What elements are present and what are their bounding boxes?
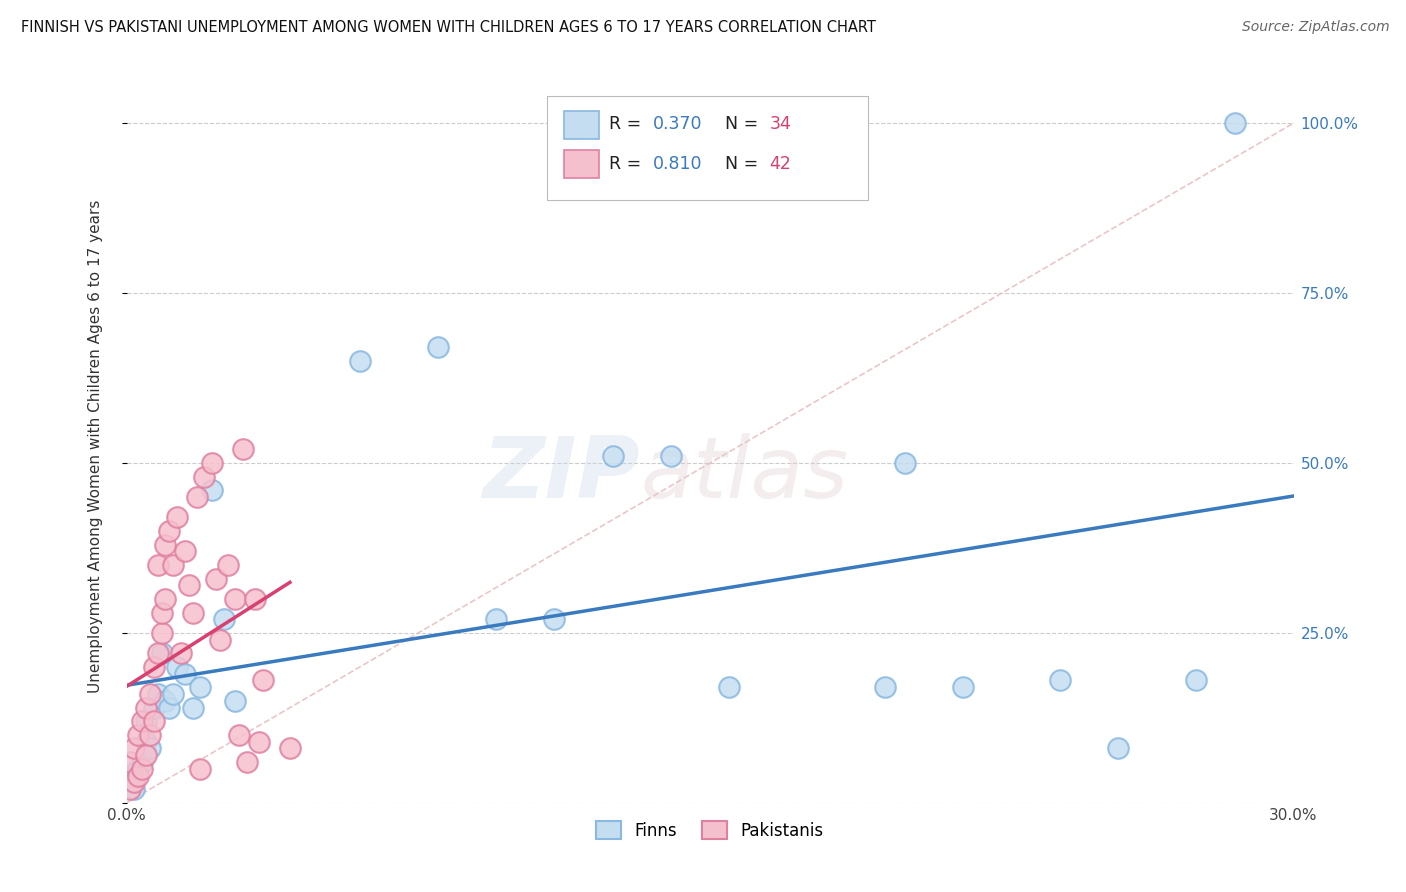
Point <box>150 606 173 620</box>
Point <box>142 660 165 674</box>
Point <box>212 612 235 626</box>
Point <box>155 537 177 551</box>
Text: atlas: atlas <box>640 433 848 516</box>
Point <box>602 449 624 463</box>
Point <box>543 612 565 626</box>
Point <box>124 782 146 797</box>
Text: R =: R = <box>609 155 647 173</box>
Point <box>193 469 215 483</box>
Point <box>232 442 254 457</box>
Point <box>190 762 212 776</box>
Point <box>485 612 508 626</box>
Point <box>166 510 188 524</box>
Point <box>146 687 169 701</box>
Point <box>224 591 246 606</box>
Point <box>875 680 897 694</box>
Point <box>124 775 146 789</box>
Y-axis label: Unemployment Among Women with Children Ages 6 to 17 years: Unemployment Among Women with Children A… <box>89 199 103 693</box>
Point <box>142 714 165 729</box>
Point <box>252 673 274 688</box>
Point <box>135 734 157 748</box>
Point <box>139 741 162 756</box>
Point <box>142 700 165 714</box>
Point <box>278 741 301 756</box>
Text: FINNISH VS PAKISTANI UNEMPLOYMENT AMONG WOMEN WITH CHILDREN AGES 6 TO 17 YEARS C: FINNISH VS PAKISTANI UNEMPLOYMENT AMONG … <box>21 20 876 35</box>
Legend: Finns, Pakistanis: Finns, Pakistanis <box>588 814 832 848</box>
Point <box>236 755 259 769</box>
Point <box>1185 673 1208 688</box>
Point <box>718 680 741 694</box>
Point <box>208 632 231 647</box>
Point <box>120 782 142 797</box>
Point <box>155 591 177 606</box>
Point <box>127 762 149 776</box>
Point <box>181 700 204 714</box>
Point <box>243 591 266 606</box>
Text: 0.370: 0.370 <box>652 115 703 133</box>
Text: 0.810: 0.810 <box>652 155 703 173</box>
Text: N =: N = <box>725 155 763 173</box>
Point <box>150 646 173 660</box>
Point <box>893 456 915 470</box>
Point <box>659 449 682 463</box>
FancyBboxPatch shape <box>564 150 599 178</box>
Point <box>135 700 157 714</box>
Point <box>201 483 224 498</box>
Point <box>1223 116 1246 130</box>
Point <box>124 741 146 756</box>
Point <box>174 544 197 558</box>
Point <box>139 687 162 701</box>
Point <box>952 680 974 694</box>
Point <box>131 755 153 769</box>
Point <box>120 769 142 783</box>
Point <box>135 714 157 729</box>
Point <box>146 646 169 660</box>
Point <box>181 606 204 620</box>
Point <box>135 748 157 763</box>
Point <box>155 694 177 708</box>
Point <box>127 728 149 742</box>
Text: 34: 34 <box>769 115 792 133</box>
Point <box>205 572 228 586</box>
Point <box>217 558 239 572</box>
Text: N =: N = <box>725 115 763 133</box>
Text: R =: R = <box>609 115 647 133</box>
Point <box>177 578 200 592</box>
Point <box>224 694 246 708</box>
Point <box>349 354 371 368</box>
Point <box>162 558 184 572</box>
Text: ZIP: ZIP <box>482 433 640 516</box>
Point <box>190 680 212 694</box>
Point <box>201 456 224 470</box>
Point <box>1108 741 1130 756</box>
Point <box>157 700 180 714</box>
Point <box>146 558 169 572</box>
Point <box>170 646 193 660</box>
FancyBboxPatch shape <box>547 96 868 200</box>
Point <box>157 524 180 538</box>
Point <box>139 728 162 742</box>
Point <box>228 728 250 742</box>
Point <box>186 490 208 504</box>
Point <box>1049 673 1071 688</box>
Text: 42: 42 <box>769 155 792 173</box>
Point <box>120 755 142 769</box>
Text: Source: ZipAtlas.com: Source: ZipAtlas.com <box>1241 20 1389 34</box>
FancyBboxPatch shape <box>564 111 599 139</box>
Point <box>150 626 173 640</box>
Point <box>162 687 184 701</box>
Point <box>127 769 149 783</box>
Point <box>131 714 153 729</box>
Point <box>174 666 197 681</box>
Point <box>166 660 188 674</box>
Point <box>426 341 449 355</box>
Point <box>131 762 153 776</box>
Point <box>247 734 270 748</box>
